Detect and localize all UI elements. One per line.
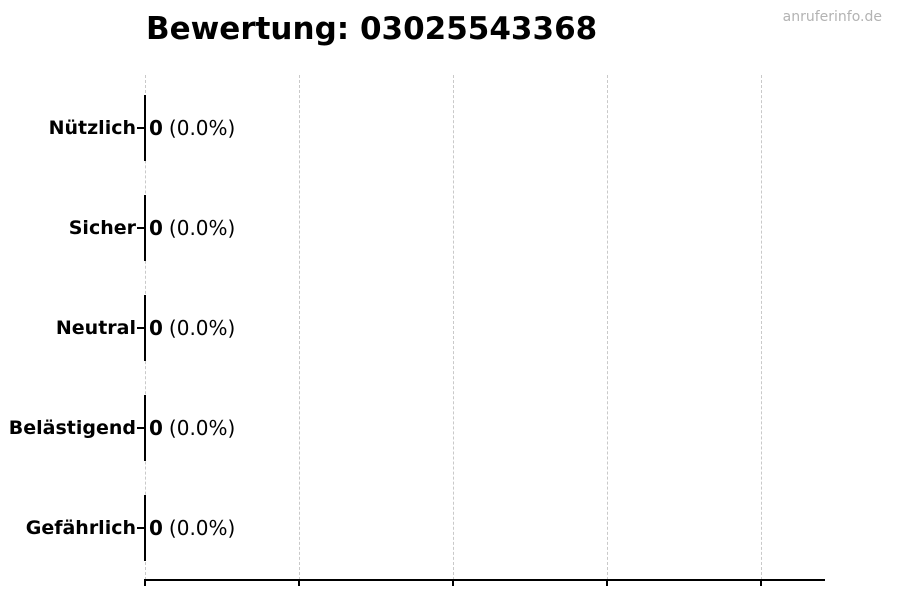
value-percent: (0.0%) bbox=[168, 316, 236, 340]
value-label: 0 (0.0%) bbox=[149, 316, 235, 340]
y-axis-tick bbox=[137, 527, 145, 529]
zero-value-bar bbox=[144, 495, 146, 561]
value-count: 0 bbox=[149, 516, 163, 540]
chart-title: Bewertung: 03025543368 bbox=[146, 11, 598, 47]
zero-value-bar bbox=[144, 195, 146, 261]
value-count: 0 bbox=[149, 416, 163, 440]
value-percent: (0.0%) bbox=[168, 116, 236, 140]
zero-value-bar bbox=[144, 295, 146, 361]
x-axis-tick bbox=[606, 581, 608, 586]
gridline bbox=[607, 75, 608, 580]
value-label: 0 (0.0%) bbox=[149, 216, 235, 240]
watermark-text: anruferinfo.de bbox=[782, 9, 882, 25]
zero-value-bar bbox=[144, 95, 146, 161]
y-axis-tick bbox=[137, 127, 145, 129]
value-label: 0 (0.0%) bbox=[149, 416, 235, 440]
value-label: 0 (0.0%) bbox=[149, 116, 235, 140]
category-label-sicher: Sicher bbox=[68, 217, 136, 239]
category-label-belaestigend: Belästigend bbox=[8, 417, 136, 439]
value-percent: (0.0%) bbox=[168, 416, 236, 440]
value-percent: (0.0%) bbox=[168, 216, 236, 240]
x-axis-tick bbox=[144, 581, 146, 586]
value-count: 0 bbox=[149, 316, 163, 340]
category-label-gefaehrlich: Gefährlich bbox=[25, 517, 136, 539]
value-percent: (0.0%) bbox=[168, 516, 236, 540]
value-label: 0 (0.0%) bbox=[149, 516, 235, 540]
gridline bbox=[299, 75, 300, 580]
value-count: 0 bbox=[149, 216, 163, 240]
value-count: 0 bbox=[149, 116, 163, 140]
category-label-nuetzlich: Nützlich bbox=[48, 117, 136, 139]
category-label-neutral: Neutral bbox=[55, 317, 136, 339]
gridline bbox=[761, 75, 762, 580]
x-axis-tick bbox=[298, 581, 300, 586]
zero-value-bar bbox=[144, 395, 146, 461]
x-axis-tick bbox=[452, 581, 454, 586]
y-axis-tick bbox=[137, 427, 145, 429]
x-axis-tick bbox=[760, 581, 762, 586]
gridline bbox=[453, 75, 454, 580]
x-axis-line bbox=[144, 579, 825, 581]
y-axis-tick bbox=[137, 227, 145, 229]
y-axis-tick bbox=[137, 327, 145, 329]
